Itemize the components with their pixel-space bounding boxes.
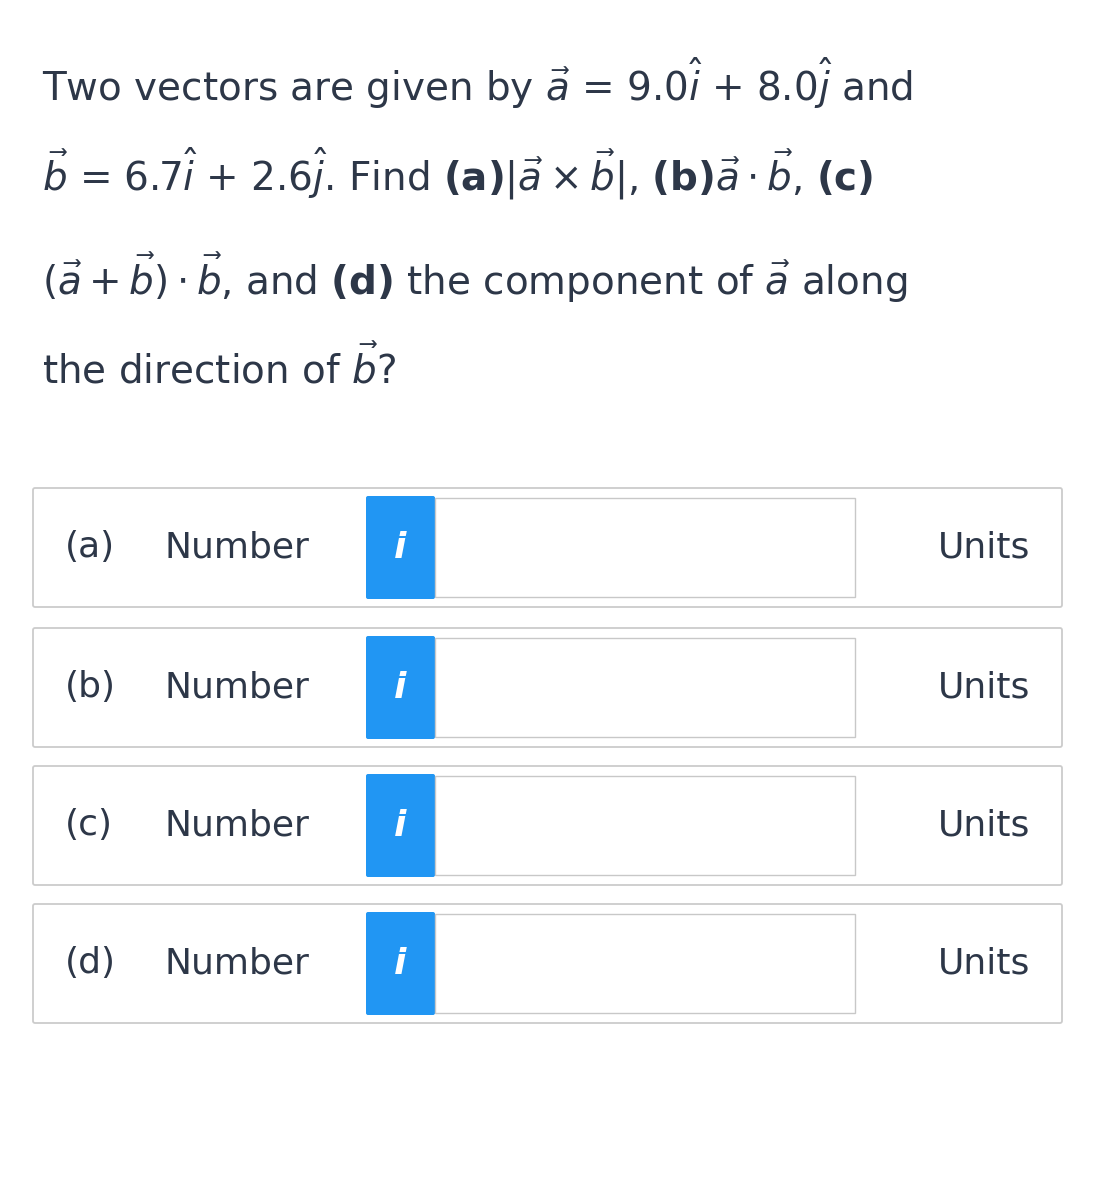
Bar <box>435 776 855 875</box>
Text: Number: Number <box>165 809 310 842</box>
Text: $(\vec{a}+\vec{b})\cdot\vec{b}$, and $\mathbf{(d)}$ the component of $\vec{a}$ a: $(\vec{a}+\vec{b})\cdot\vec{b}$, and $\m… <box>42 250 908 305</box>
FancyBboxPatch shape <box>366 912 435 1015</box>
Text: (b): (b) <box>65 671 116 704</box>
Text: Number: Number <box>165 530 310 564</box>
Text: Units: Units <box>937 809 1030 842</box>
FancyBboxPatch shape <box>33 488 1062 607</box>
Text: Units: Units <box>937 947 1030 980</box>
Text: Two vectors are given by $\vec{a}$ = 9.0$\hat{i}$ + 8.0$\hat{j}$ and: Two vectors are given by $\vec{a}$ = 9.0… <box>42 55 913 110</box>
Text: i: i <box>394 530 406 564</box>
FancyBboxPatch shape <box>366 496 435 599</box>
Text: (c): (c) <box>65 809 113 842</box>
Bar <box>435 914 855 1013</box>
Text: $\vec{b}$ = 6.7$\hat{i}$ + 2.6$\hat{j}$. Find $\mathbf{(a)}$$|\vec{a}\times\vec{: $\vec{b}$ = 6.7$\hat{i}$ + 2.6$\hat{j}$.… <box>42 145 874 202</box>
Text: Units: Units <box>937 671 1030 704</box>
Text: (a): (a) <box>65 530 115 564</box>
Text: (d): (d) <box>65 947 116 980</box>
FancyBboxPatch shape <box>33 766 1062 886</box>
FancyBboxPatch shape <box>366 774 435 877</box>
Text: Units: Units <box>937 530 1030 564</box>
Text: Number: Number <box>165 671 310 704</box>
FancyBboxPatch shape <box>366 636 435 739</box>
FancyBboxPatch shape <box>33 628 1062 746</box>
Text: i: i <box>394 947 406 980</box>
FancyBboxPatch shape <box>33 904 1062 1022</box>
Text: Number: Number <box>165 947 310 980</box>
Bar <box>435 498 855 596</box>
Text: the direction of $\vec{b}$?: the direction of $\vec{b}$? <box>42 346 396 391</box>
Bar <box>435 638 855 737</box>
Text: i: i <box>394 809 406 842</box>
Text: i: i <box>394 671 406 704</box>
